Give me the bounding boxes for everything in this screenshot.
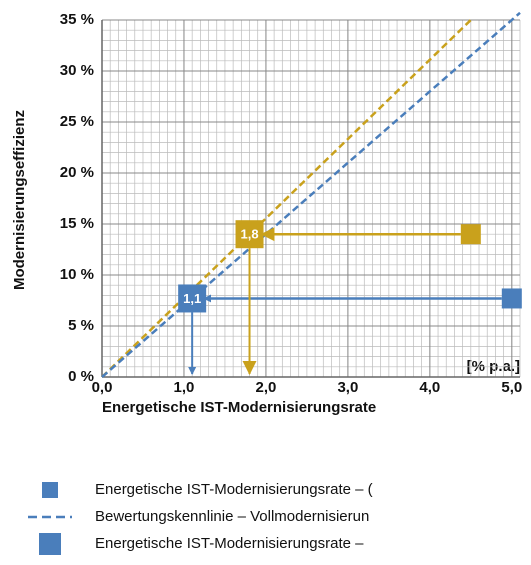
line	[101, 19, 472, 378]
point	[501, 288, 522, 309]
y-axis-title: Modernisierungseffizienz	[11, 110, 28, 290]
line	[101, 11, 521, 378]
x-tick-label: 2,0	[255, 379, 276, 396]
y-tick-label: 10 %	[60, 266, 94, 283]
y-tick-label: 0 %	[68, 368, 94, 385]
x-tick-label: 0,0	[92, 379, 113, 396]
legend-label: Energetische IST-Modernisierungsrate –	[95, 535, 364, 552]
y-tick-label: 20 %	[60, 164, 94, 181]
y-tick-label: 15 %	[60, 215, 94, 232]
label-box	[178, 284, 207, 313]
legend-label: Energetische IST-Modernisierungsrate – (	[95, 481, 373, 498]
legend-label: Bewertungskennlinie – Vollmodernisierun	[95, 508, 369, 525]
legend-marker	[42, 482, 58, 498]
label-box	[235, 220, 264, 249]
x-tick-label: 4,0	[419, 379, 440, 396]
y-tick-label: 35 %	[60, 11, 94, 28]
legend-marker	[39, 533, 61, 555]
y-tick-label: 25 %	[60, 113, 94, 130]
y-tick-label: 5 %	[68, 317, 94, 334]
point-label: 1,1	[183, 291, 201, 306]
x-axis-title: Energetische IST-Modernisierungsrate	[102, 399, 376, 416]
x-tick-label: 5,0	[501, 379, 522, 396]
x-tick-label: 1,0	[174, 379, 195, 396]
point	[460, 224, 481, 245]
point-label: 1,8	[240, 227, 258, 242]
x-tick-label: 3,0	[337, 379, 358, 396]
y-tick-label: 30 %	[60, 62, 94, 79]
